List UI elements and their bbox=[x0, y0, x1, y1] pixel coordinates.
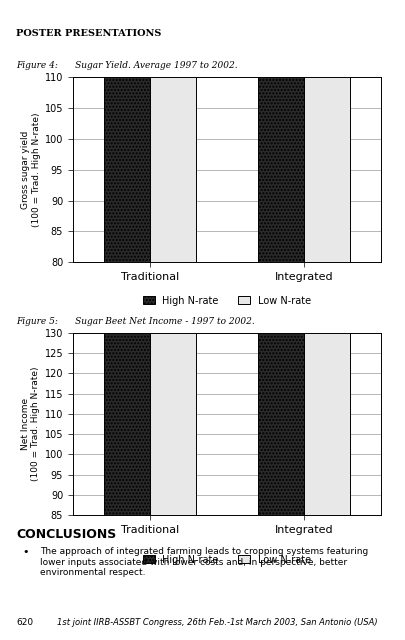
Text: Figure 4:      Sugar Yield. Average 1997 to 2002.: Figure 4: Sugar Yield. Average 1997 to 2… bbox=[16, 61, 238, 70]
Bar bbox=[104, 110, 150, 515]
Bar bbox=[304, 130, 350, 515]
Text: CONCLUSIONS: CONCLUSIONS bbox=[16, 528, 117, 541]
Y-axis label: Net Income
(100 = Trad. High N-rate): Net Income (100 = Trad. High N-rate) bbox=[21, 367, 40, 481]
Text: •: • bbox=[22, 547, 29, 557]
Text: Figure 5:      Sugar Beet Net Income - 1997 to 2002.: Figure 5: Sugar Beet Net Income - 1997 t… bbox=[16, 317, 255, 326]
Legend: High N-rate, Low N-rate: High N-rate, Low N-rate bbox=[139, 551, 315, 569]
Bar bbox=[304, 0, 350, 262]
Bar bbox=[258, 0, 304, 262]
Text: 1st joint IIRB-ASSBT Congress, 26th Feb.-1st March 2003, San Antonio (USA): 1st joint IIRB-ASSBT Congress, 26th Feb.… bbox=[57, 618, 377, 627]
Text: POSTER PRESENTATIONS: POSTER PRESENTATIONS bbox=[16, 29, 162, 38]
Legend: High N-rate, Low N-rate: High N-rate, Low N-rate bbox=[139, 292, 315, 310]
Bar bbox=[150, 0, 196, 262]
Bar bbox=[258, 1, 304, 515]
Bar bbox=[150, 90, 196, 515]
Y-axis label: Gross sugar yield
(100 = Trad. High N-rate): Gross sugar yield (100 = Trad. High N-ra… bbox=[21, 113, 40, 227]
Text: 620: 620 bbox=[16, 618, 33, 627]
Text: The approach of integrated farming leads to cropping systems featuring
lower inp: The approach of integrated farming leads… bbox=[40, 547, 369, 577]
Bar bbox=[104, 0, 150, 262]
